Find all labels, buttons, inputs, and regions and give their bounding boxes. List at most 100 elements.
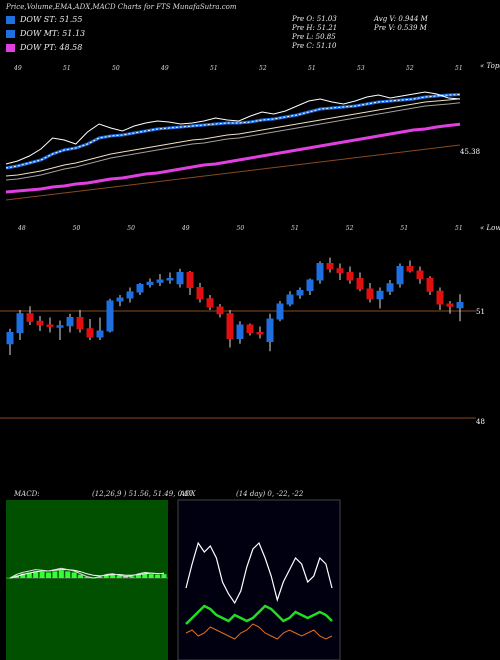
legend-item-dow-st: DOW ST: 51.55	[6, 14, 82, 25]
candle-body	[416, 270, 424, 279]
macd-histogram-bar	[33, 571, 39, 578]
ema-st-dotted-line	[5, 94, 461, 169]
legend-item-dow-mt: DOW MT: 51.13	[6, 28, 85, 39]
level-48-label: 48	[476, 418, 485, 426]
price-top-tick-label: 50	[112, 65, 120, 72]
candle-body	[306, 279, 314, 291]
macd-signal-line	[9, 569, 164, 579]
candle-body	[96, 330, 104, 338]
legend-label-dow-mt: DOW MT: 51.13	[20, 29, 86, 38]
macd-label: MACD:	[14, 490, 40, 498]
macd-histogram-bar	[46, 572, 51, 578]
candle-body	[366, 288, 374, 300]
candle-body	[76, 317, 84, 330]
macd-line	[9, 567, 165, 579]
legend-swatch-dow-st	[6, 16, 15, 24]
candle-top-tick-label: 50	[73, 225, 81, 232]
level-51-label: 51	[476, 308, 485, 316]
candle-body	[36, 320, 44, 326]
macd-histogram-bar	[26, 572, 32, 578]
price-top-tick-label: 51	[210, 65, 218, 72]
macd-histogram-bar	[142, 573, 148, 578]
candle-body	[186, 272, 194, 288]
macd-histogram-bar	[116, 575, 122, 578]
adx-params: (14 day) 0, -22, -22	[236, 490, 304, 498]
candle-body	[226, 313, 234, 339]
ema-mt-line	[5, 98, 461, 177]
adx-panel-background	[177, 499, 341, 660]
candle-top-tick-label: 50	[237, 225, 245, 232]
macd-panel-background	[6, 500, 168, 660]
candle-body	[66, 317, 74, 327]
candle-body	[436, 290, 444, 305]
candle-body	[356, 278, 364, 290]
price-top-tick-label: 49	[160, 65, 169, 72]
candle-body	[26, 313, 34, 322]
candle-body	[146, 281, 154, 285]
price-panel-right-label: « Topa	[480, 62, 500, 70]
price-top-tick-label: 52	[406, 65, 414, 72]
candle-body	[406, 266, 414, 272]
candle-top-tick-label: 50	[127, 225, 135, 232]
macd-histogram-bar	[20, 573, 26, 578]
macd-histogram-bar	[161, 574, 167, 578]
candle-body	[386, 283, 394, 292]
macd-histogram-bar	[97, 576, 103, 578]
candle-body	[196, 287, 204, 300]
ema-secondary-line	[5, 102, 461, 181]
candle-body	[16, 313, 24, 333]
macd-histogram-bar	[110, 574, 116, 578]
candle-body	[176, 272, 184, 285]
candle-body	[296, 290, 304, 296]
legend-swatch-dow-pt	[6, 44, 15, 52]
price-top-tick-label: 51	[455, 65, 463, 72]
close-price-line	[5, 91, 461, 165]
adx-plus-di-line	[185, 604, 333, 625]
adx-label: ADX	[180, 490, 196, 498]
candle-body	[456, 302, 464, 309]
price-level-line	[5, 144, 461, 201]
candle-body	[396, 266, 404, 285]
candle-body	[206, 298, 214, 308]
price-level-label: 45.38	[460, 148, 481, 156]
candle-body	[256, 332, 264, 335]
candle-body	[326, 263, 334, 270]
macd-histogram-bar	[39, 571, 45, 578]
ema-st-line	[5, 93, 461, 170]
macd-histogram-bar	[129, 576, 135, 578]
ema-pt-line	[5, 122, 461, 194]
candle-body	[316, 263, 324, 281]
macd-histogram-bar	[78, 574, 84, 578]
price-top-tick-label: 53	[357, 65, 365, 72]
macd-histogram-bar	[52, 571, 58, 578]
candle-body	[266, 318, 274, 342]
candle-body	[86, 328, 94, 338]
candle-body	[156, 279, 164, 283]
legend-item-dow-pt: DOW PT: 48.58	[6, 42, 82, 53]
macd-histogram-bar	[65, 571, 71, 578]
ohlc-low: Pre L: 50.85	[292, 33, 336, 41]
macd-histogram-bar	[103, 575, 109, 578]
candle-top-tick-label: 51	[291, 225, 299, 232]
candle-body	[336, 268, 344, 273]
candle-body	[56, 325, 64, 328]
ohlc-avg-volume: Avg V: 0.944 M	[374, 15, 428, 23]
adx-minus-di-line	[185, 623, 333, 640]
candle-body	[446, 303, 454, 307]
legend-label-dow-pt: DOW PT: 48.58	[20, 43, 83, 52]
candle-body	[246, 324, 254, 333]
macd-params: (12,26,9 ) 51.56, 51.49, 0.07	[92, 490, 194, 498]
ohlc-open: Pre O: 51.03	[292, 15, 337, 23]
candle-body	[376, 290, 384, 300]
ohlc-pre-volume: Pre V: 0.539 M	[374, 24, 427, 32]
macd-histogram-bar	[84, 576, 90, 578]
ohlc-close: Pre C: 51.10	[292, 42, 337, 50]
macd-histogram-bar	[155, 574, 161, 578]
price-top-tick-label: 49	[13, 65, 22, 72]
candle-top-tick-label: 48	[17, 225, 26, 232]
candle-body	[6, 332, 14, 345]
candle-body	[136, 284, 144, 293]
ohlc-high: Pre H: 51.21	[292, 24, 338, 32]
candle-body	[216, 306, 224, 315]
